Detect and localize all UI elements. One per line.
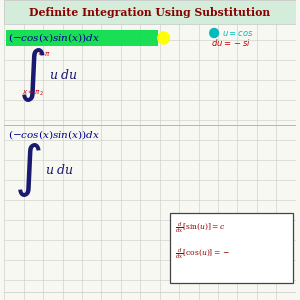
Text: $u\;du$: $u\;du$	[45, 163, 74, 177]
Text: $u = cos$: $u = cos$	[222, 28, 254, 38]
FancyBboxPatch shape	[6, 30, 158, 46]
Circle shape	[158, 32, 170, 44]
Text: $\int$: $\int$	[18, 46, 45, 104]
Text: $(-cos(x)sin(x))dx$: $(-cos(x)sin(x))dx$	[8, 32, 100, 44]
FancyBboxPatch shape	[4, 0, 296, 24]
Text: $x=\pi$: $x=\pi$	[32, 50, 51, 58]
Text: $\frac{d}{dx}[\sin(u)] = c$: $\frac{d}{dx}[\sin(u)] = c$	[175, 220, 226, 236]
Text: $\frac{d}{dx}[\cos(u)] = -$: $\frac{d}{dx}[\cos(u)] = -$	[175, 247, 231, 261]
Text: $(-cos(x)sin(x))dx$: $(-cos(x)sin(x))dx$	[8, 128, 100, 142]
Text: $u\;du$: $u\;du$	[49, 68, 77, 82]
Circle shape	[210, 28, 218, 38]
Text: Definite Integration Using Substitution: Definite Integration Using Substitution	[29, 7, 271, 17]
FancyBboxPatch shape	[170, 213, 293, 283]
Text: $\int$: $\int$	[14, 141, 41, 199]
Text: $x=\pi_2$: $x=\pi_2$	[22, 88, 44, 98]
Text: $du = -si$: $du = -si$	[211, 38, 251, 49]
